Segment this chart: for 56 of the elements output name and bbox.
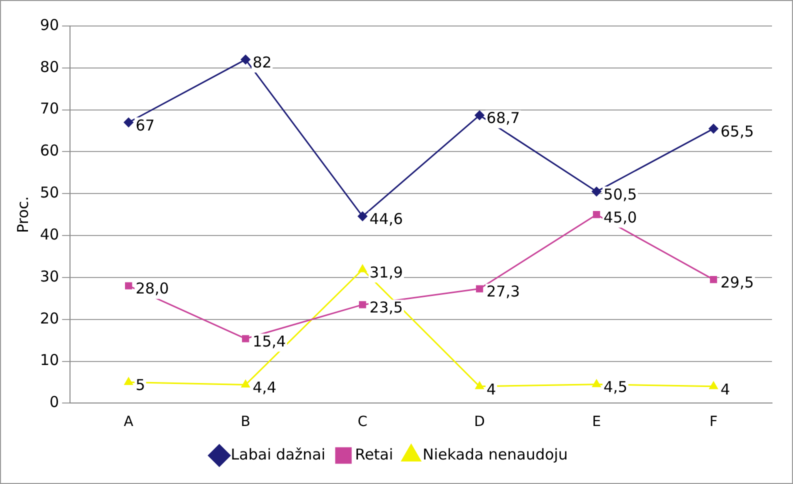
x-tick-label: E	[592, 414, 601, 430]
y-tick-label: 60	[40, 142, 60, 160]
point	[242, 335, 250, 342]
data-label: 27,3	[486, 282, 520, 301]
y-tick-label: 40	[40, 225, 60, 244]
point	[592, 211, 600, 218]
x-tick-label: A	[124, 414, 134, 430]
point	[592, 186, 602, 196]
point	[475, 382, 484, 390]
y-tick-label: 20	[40, 309, 60, 328]
y-tick-label: 80	[40, 58, 60, 76]
y-axis-title: Proc.	[14, 196, 32, 234]
data-label: 31,9	[370, 263, 403, 282]
x-tick-label: F	[709, 414, 718, 430]
data-label: 5	[136, 376, 146, 394]
point	[124, 118, 134, 128]
data-label: 67	[136, 116, 155, 134]
data-label: 29,5	[720, 273, 754, 292]
data-label: 15,4	[252, 332, 286, 351]
data-label: 23,5	[370, 298, 403, 317]
legend-label: Retai	[354, 445, 394, 464]
data-label: 4,4	[252, 378, 276, 397]
point	[125, 282, 132, 290]
point	[592, 380, 601, 388]
data-label: 82	[252, 53, 272, 72]
point	[476, 285, 484, 292]
data-label: 68,7	[486, 109, 520, 128]
y-tick-label: 50	[40, 184, 60, 202]
point	[708, 124, 718, 134]
data-label: 4	[486, 380, 496, 398]
point	[241, 380, 250, 388]
data-label: 50,5	[604, 185, 637, 204]
x-tick-label: D	[474, 414, 485, 430]
legend-label: Labai dažnai	[230, 445, 326, 464]
y-tick-label: 30	[40, 267, 60, 286]
y-tick-label: 70	[40, 100, 60, 118]
data-label: 45,0	[604, 208, 637, 226]
point	[358, 301, 366, 308]
y-tick-label: 10	[40, 351, 60, 370]
data-label: 4,5	[604, 378, 628, 396]
data-label: 4	[720, 380, 730, 398]
point	[124, 377, 133, 385]
point	[709, 382, 718, 390]
x-tick-label: C	[358, 414, 368, 430]
point	[240, 54, 250, 64]
data-label: 28,0	[136, 280, 169, 298]
point	[474, 110, 484, 120]
point	[358, 264, 367, 272]
x-tick-label: B	[240, 414, 250, 430]
data-label: 65,5	[720, 122, 754, 141]
point	[710, 276, 718, 284]
legend-label: Niekada nenaudoju	[422, 445, 568, 464]
point	[358, 212, 368, 222]
data-label: 44,6	[370, 210, 403, 228]
y-tick-label: 0	[50, 393, 60, 412]
y-tick-label: 90	[40, 16, 60, 34]
